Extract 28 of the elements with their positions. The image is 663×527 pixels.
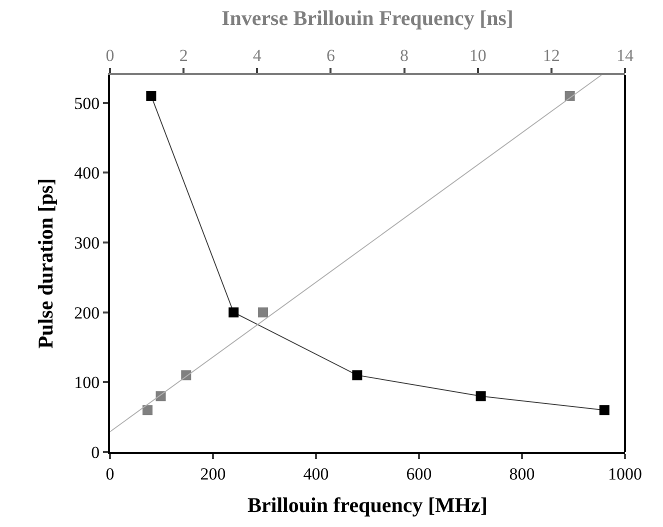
- x2-tick-label: 12: [542, 46, 560, 66]
- x-tick-label: 400: [303, 464, 329, 484]
- x2-tick-label: 0: [106, 46, 114, 66]
- y-tick-label: 400: [74, 164, 100, 183]
- point: [228, 307, 239, 318]
- y-tick-label: 0: [91, 442, 100, 462]
- point: [352, 370, 362, 380]
- x2-tick-label: 4: [252, 46, 262, 66]
- x-axis-title: Brillouin frequency [MHz]: [248, 493, 488, 518]
- y-tick-label: 300: [74, 234, 100, 253]
- x2-tick-label: 2: [179, 46, 188, 66]
- x2-tick-label: 10: [469, 46, 486, 66]
- point: [146, 90, 156, 101]
- x-tick-label: 800: [509, 464, 535, 484]
- y-tick-label: 500: [74, 94, 100, 113]
- y-tick-label: 100: [74, 373, 100, 392]
- x2-tick-label: 6: [326, 46, 335, 66]
- x2-tick-label: 14: [616, 46, 634, 66]
- point: [599, 405, 610, 416]
- x-tick-label: 1000: [608, 464, 642, 484]
- x-tick-label: 600: [406, 464, 432, 484]
- y-tick-label: 200: [74, 303, 100, 322]
- x-tick-label: 0: [106, 464, 114, 484]
- x2-tick-label: 8: [400, 46, 409, 66]
- x2-axis-title: Inverse Brillouin Frequency [ns]: [222, 6, 514, 30]
- y-axis-title: Pulse duration [ps]: [34, 178, 58, 349]
- x-tick-label: 200: [200, 464, 226, 484]
- point: [476, 391, 486, 402]
